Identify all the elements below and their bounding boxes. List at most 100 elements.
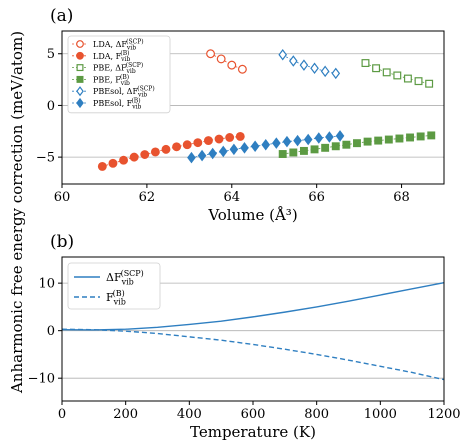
panel-b-x-tick-label: 600	[241, 407, 266, 422]
panel-b-x-tick-label: 0	[58, 407, 66, 422]
panel-a-y-tick-label: 0	[47, 99, 55, 114]
panel-a-legend-marker	[76, 51, 84, 60]
panel-b-x-tick-label: 1000	[364, 407, 397, 422]
panel-a-legend-entry: PBE, ΔFvib(SCP)	[93, 62, 143, 75]
panel-a-series-0-point	[227, 60, 237, 70]
panel-a-series-3-point	[278, 150, 287, 158]
panel-a-series-2-point	[425, 79, 434, 88]
panel-a-series-4-point	[278, 49, 288, 61]
panel-a-series-1-point	[235, 131, 245, 141]
panel-a-series-4-point	[299, 59, 309, 71]
panel-a-series-5-point	[325, 131, 334, 143]
panel-a-series-1-point	[150, 147, 160, 157]
panel-a-legend-entry: LDA, Fvib(B)	[93, 50, 130, 63]
panel-a-label: (a)	[50, 6, 73, 26]
panel-a-legend-marker	[76, 64, 84, 72]
panel-a-frame	[61, 30, 445, 185]
panel-a-x-tick-label: 64	[224, 190, 241, 205]
panel-a-series-1-point	[129, 152, 139, 162]
panel-a-series-1-point	[182, 140, 192, 150]
panel-a-series-1-point	[119, 155, 128, 165]
panel-a-series-2-point	[382, 68, 391, 77]
panel-a-legend-marker	[76, 86, 84, 97]
panel-a-series-2-point	[372, 64, 381, 73]
panel-a-series-5-point	[240, 142, 249, 154]
panel-a-chart: 60 62 64 66 68 −5 0 5 Volume (Å³) (a) LDA, ΔFvib(S…	[36, 6, 445, 224]
panel-a-legend-entry: PBEsol, Fvib(B)	[93, 97, 142, 110]
panel-a-series-1-point	[140, 150, 150, 159]
panel-a-series-4-point	[289, 55, 298, 67]
panel-a-series-4-point	[320, 65, 330, 78]
panel-a-legend	[67, 35, 171, 114]
panel-a-series-4-line	[282, 54, 336, 74]
panel-a-series-5-point	[282, 135, 292, 148]
panel-a-series-0-point	[216, 54, 226, 64]
panel-b-label: (b)	[50, 232, 74, 252]
panel-b-x-tick-label: 200	[113, 407, 138, 422]
panel-b-series-1-line	[61, 328, 445, 381]
panel-a-series-3-point	[321, 143, 330, 152]
panel-b-y-tick-label: −10	[28, 372, 55, 387]
panel-a-series-4-point	[331, 67, 341, 80]
panel-b-legend-entry: Fvib(B)	[106, 289, 126, 306]
panel-a-series-3-point	[406, 133, 415, 142]
shared-y-axis-label: Anharmonic free energy correction (meV/a…	[8, 31, 26, 394]
panel-a-y-tick-label: −5	[36, 151, 55, 166]
panel-a-series-1-point	[193, 138, 203, 148]
panel-a-series-5-point	[229, 143, 239, 156]
panel-b-y-tick-label: 0	[47, 324, 55, 339]
panel-a-series-3-point	[427, 131, 436, 140]
panel-a-series-5-point	[335, 130, 345, 142]
panel-a-series-1-point	[225, 133, 235, 142]
panel-a-series-2-point	[414, 77, 423, 86]
panel-a-series-3-point	[374, 136, 383, 145]
panel-a-series-5-point	[208, 147, 217, 160]
panel-a-legend-entry: LDA, ΔFvib(SCP)	[93, 38, 144, 51]
panel-a-x-axis-label: Volume (Å³)	[207, 206, 297, 224]
panel-a-x-tick-label: 60	[54, 190, 71, 205]
panel-a-series-3-point	[416, 132, 425, 141]
panel-a-series-5-point	[218, 145, 228, 158]
panel-a-series-5-point	[187, 151, 196, 164]
panel-b-x-axis-label: Temperature (K)	[190, 423, 316, 441]
panel-a-series-5-point	[293, 134, 302, 147]
panel-a-series-3-point	[289, 148, 298, 157]
panel-a-series-4-point	[310, 62, 319, 74]
panel-a-series-5-point	[303, 133, 313, 146]
panel-a-series-3-point	[299, 146, 308, 155]
panel-a-series-5-point	[261, 138, 271, 151]
panel-a-series-0-point	[237, 64, 247, 74]
panel-a-series-1-point	[97, 161, 107, 171]
panel-a-legend-marker	[76, 75, 84, 83]
panel-b-y-tick-label: 10	[38, 277, 55, 292]
panel-a-series-5-point	[314, 132, 324, 144]
panel-b-series-0-line	[61, 281, 445, 331]
panel-a-legend-marker	[76, 40, 84, 48]
panel-a-series-3-point	[331, 142, 340, 151]
panel-a-series-3-point	[342, 140, 351, 149]
panel-a-series-1-point	[161, 144, 171, 154]
panel-a-y-tick-label: 5	[47, 47, 55, 62]
panel-a-series-1-point	[108, 158, 118, 168]
panel-a-series-1-point	[172, 142, 182, 152]
panel-a-series-3-point	[384, 135, 393, 144]
panel-a-series-1-point	[214, 134, 224, 144]
panel-a-series-0-line	[210, 53, 243, 70]
panel-a-legend-entry: PBE, Fvib(B)	[93, 74, 130, 87]
panel-a-series-5-point	[250, 140, 260, 153]
panel-a-series-3-point	[363, 137, 372, 146]
panel-a-series-5-point	[197, 149, 207, 162]
panel-a-legend-entry: PBEsol, ΔFvib(SCP)	[93, 86, 155, 99]
panel-b-x-tick-label: 400	[177, 407, 202, 422]
panel-a-series-2-point	[393, 71, 402, 80]
panel-b-legend-entry: ΔFvib(SCP)	[106, 269, 144, 286]
panel-b-x-tick-label: 800	[304, 407, 329, 422]
panel-a-x-tick-label: 62	[139, 190, 156, 205]
panel-a-series-5-point	[272, 137, 281, 149]
panel-a-series-2-point	[361, 59, 370, 68]
panel-a-x-tick-label: 66	[308, 190, 325, 205]
panel-a-series-3-point	[395, 134, 404, 143]
panel-a-series-0-point	[206, 49, 216, 59]
panel-a-legend-marker	[76, 97, 84, 109]
